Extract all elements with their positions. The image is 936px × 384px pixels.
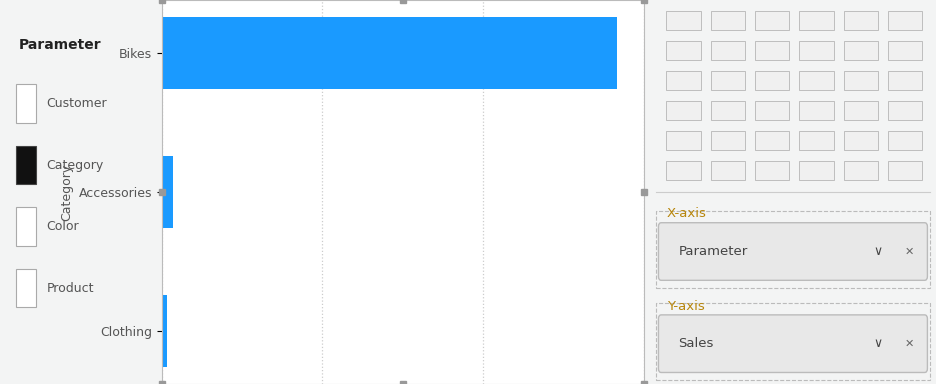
Text: Color: Color — [47, 220, 80, 233]
Text: ∨: ∨ — [873, 337, 882, 350]
FancyBboxPatch shape — [658, 223, 928, 280]
Bar — [843, 71, 878, 90]
Bar — [888, 41, 922, 60]
Bar — [162, 156, 173, 228]
Bar — [666, 11, 701, 30]
Bar — [16, 146, 36, 184]
Text: Sales: Sales — [679, 337, 714, 350]
Bar — [799, 131, 834, 150]
Bar — [16, 207, 36, 246]
Bar — [16, 269, 36, 307]
Y-axis label: Category: Category — [60, 163, 73, 221]
Bar — [843, 131, 878, 150]
Bar — [843, 101, 878, 120]
Bar — [888, 161, 922, 180]
Bar — [710, 161, 745, 180]
Bar — [710, 131, 745, 150]
Bar — [666, 41, 701, 60]
Bar — [843, 41, 878, 60]
Bar — [799, 11, 834, 30]
Bar — [710, 41, 745, 60]
Bar — [710, 71, 745, 90]
Bar — [843, 11, 878, 30]
Bar — [799, 161, 834, 180]
Bar — [666, 101, 701, 120]
Bar — [666, 131, 701, 150]
Bar — [755, 131, 789, 150]
Bar — [888, 11, 922, 30]
Bar — [888, 101, 922, 120]
Text: Parameter: Parameter — [19, 38, 101, 52]
Bar — [888, 131, 922, 150]
Text: Product: Product — [47, 281, 95, 295]
Bar — [755, 41, 789, 60]
Bar — [755, 161, 789, 180]
Bar — [843, 161, 878, 180]
FancyBboxPatch shape — [658, 315, 928, 372]
Bar — [162, 17, 617, 89]
Text: ∨: ∨ — [873, 245, 882, 258]
Text: Customer: Customer — [47, 97, 108, 110]
Bar — [710, 11, 745, 30]
Bar — [755, 101, 789, 120]
Bar — [755, 11, 789, 30]
Bar — [666, 161, 701, 180]
Bar — [666, 71, 701, 90]
Text: ✕: ✕ — [904, 247, 914, 257]
Bar — [799, 101, 834, 120]
Bar — [799, 41, 834, 60]
Bar — [16, 84, 36, 123]
Text: Category: Category — [47, 159, 104, 172]
Bar — [162, 295, 168, 367]
Bar — [799, 71, 834, 90]
Text: ✕: ✕ — [904, 339, 914, 349]
Text: Parameter: Parameter — [679, 245, 748, 258]
Text: X-axis: X-axis — [667, 207, 707, 220]
Bar — [755, 71, 789, 90]
Bar — [710, 101, 745, 120]
Text: Y-axis: Y-axis — [667, 300, 705, 313]
Bar — [888, 71, 922, 90]
